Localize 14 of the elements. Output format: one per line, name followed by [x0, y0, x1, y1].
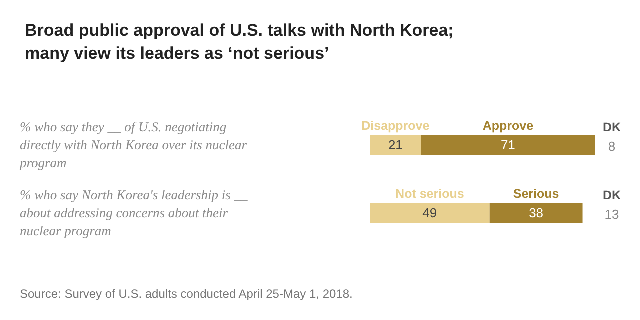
- text: DK 8: [602, 120, 622, 154]
- series-label: Approve: [482, 119, 534, 133]
- source-note: Source: Survey of U.S. adults conducted April 25-May 1, 2018.: [20, 287, 353, 301]
- data-label: 38: [529, 206, 544, 220]
- series-label: Serious: [513, 187, 560, 201]
- text: DK 13: [602, 188, 622, 222]
- y-tick-label: % who say they __ of U.S. negotiating directly with North Korea over its nuclear program: [19, 120, 250, 170]
- data-label: 49: [422, 206, 438, 220]
- data-label: 21: [388, 138, 403, 152]
- data-label: 71: [500, 138, 516, 152]
- series-label: Not serious: [396, 187, 464, 201]
- series-label: Disapprove: [362, 119, 430, 133]
- chart-title: Broad public approval of U.S. talks with North Korea; many view its leaders as ‘not serious’: [25, 21, 454, 63]
- y-tick-label: % who say North Korea's leadership is __ about addressing concerns about their nuclear program: [20, 188, 252, 238]
